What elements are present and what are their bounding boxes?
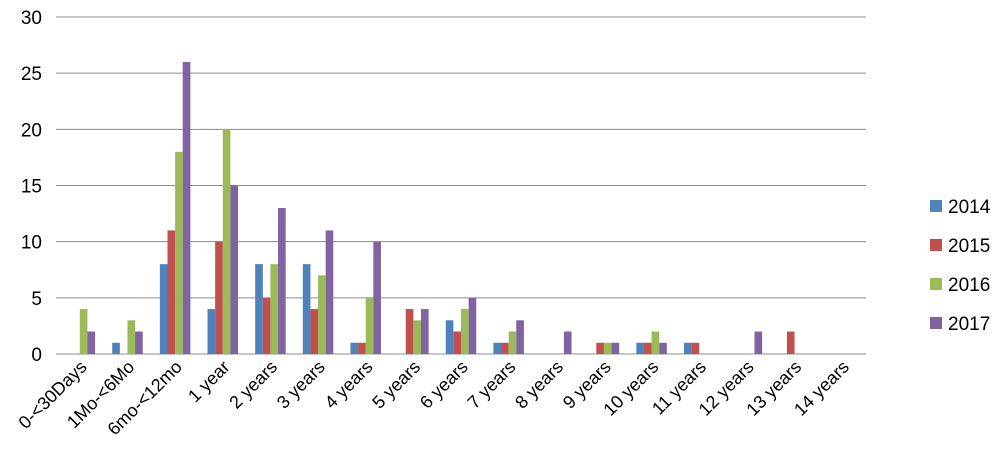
- x-category-label: 7 years: [464, 357, 520, 413]
- bar-2015-6: [358, 342, 366, 354]
- bar-2015-13: [691, 342, 700, 354]
- bar-2017-6: [373, 241, 381, 354]
- bar-2017-8: [468, 297, 477, 354]
- legend-swatch-2016: [930, 278, 942, 290]
- bar-2015-7: [405, 309, 414, 354]
- bar-2017-4: [278, 207, 286, 354]
- x-category-label: 3 years: [273, 357, 329, 413]
- bar-2017-9: [516, 320, 524, 354]
- bar-2017-3: [230, 185, 239, 354]
- legend-swatch-2015: [930, 239, 942, 251]
- legend-swatch-2017: [930, 317, 942, 329]
- bar-2016-5: [318, 275, 326, 354]
- y-axis-ticks: 0 5 10 15 20 25 30: [21, 8, 42, 366]
- y-tick-label: 30: [21, 8, 42, 29]
- bar-2014-4: [255, 264, 263, 354]
- bar-2016-12: [651, 331, 660, 354]
- legend-label: 2017: [948, 314, 990, 335]
- legend-swatch-2014: [930, 200, 942, 212]
- y-tick-label: 0: [31, 345, 42, 366]
- bar-2015-2: [167, 230, 176, 354]
- bars: [79, 61, 795, 354]
- bar-2016-3: [222, 129, 231, 354]
- x-category-label: 4 years: [321, 357, 377, 413]
- bar-2014-1: [112, 342, 120, 354]
- bar-2016-7: [413, 320, 421, 354]
- bar-2014-2: [159, 264, 168, 354]
- bar-2017-10: [563, 331, 572, 354]
- y-tick-label: 15: [21, 177, 42, 198]
- y-tick-label: 25: [21, 64, 42, 85]
- bar-2017-2: [182, 61, 191, 354]
- bar-2015-8: [453, 331, 461, 354]
- bar-2014-6: [350, 342, 359, 354]
- bar-2015-4: [262, 297, 271, 354]
- bar-2017-0: [87, 331, 96, 354]
- bar-2016-2: [175, 151, 183, 354]
- bar-2016-8: [461, 309, 469, 354]
- bar-2014-8: [445, 320, 454, 354]
- x-category-label: 2 years: [225, 357, 281, 413]
- bar-2017-14: [754, 331, 763, 354]
- bar-2016-9: [508, 331, 517, 354]
- y-tick-label: 5: [31, 289, 42, 310]
- bar-2016-6: [365, 297, 374, 354]
- gridlines: [56, 16, 866, 355]
- legend-label: 2015: [948, 236, 990, 257]
- legend-label: 2016: [948, 275, 990, 296]
- bar-2015-5: [310, 309, 319, 354]
- y-tick-label: 20: [21, 120, 42, 141]
- bar-2017-1: [135, 331, 143, 354]
- bar-2016-11: [603, 342, 612, 354]
- bar-2016-0: [79, 309, 88, 354]
- bar-2015-11: [596, 342, 604, 354]
- bar-2014-13: [683, 342, 692, 354]
- bar-2014-5: [302, 264, 311, 354]
- bar-2014-12: [636, 342, 644, 354]
- bar-2017-5: [325, 230, 334, 354]
- bar-2017-12: [659, 342, 667, 354]
- legend-label: 2014: [948, 197, 991, 218]
- bar-2016-1: [127, 320, 136, 354]
- bar-2014-3: [207, 309, 216, 354]
- bar-2017-7: [420, 309, 429, 354]
- y-tick-label: 10: [21, 233, 42, 254]
- bar-2015-3: [215, 241, 223, 354]
- legend: 2014 2015 2016 2017: [930, 197, 991, 335]
- bar-2016-4: [270, 264, 279, 354]
- bar-2015-15: [786, 331, 795, 354]
- bar-2014-9: [493, 342, 502, 354]
- bar-2017-11: [611, 342, 620, 354]
- bar-2015-9: [501, 342, 509, 354]
- x-category-label: 6 years: [416, 357, 472, 413]
- x-category-label: 5 years: [368, 357, 424, 413]
- x-category-label: 8 years: [511, 357, 567, 413]
- bar-2015-12: [643, 342, 652, 354]
